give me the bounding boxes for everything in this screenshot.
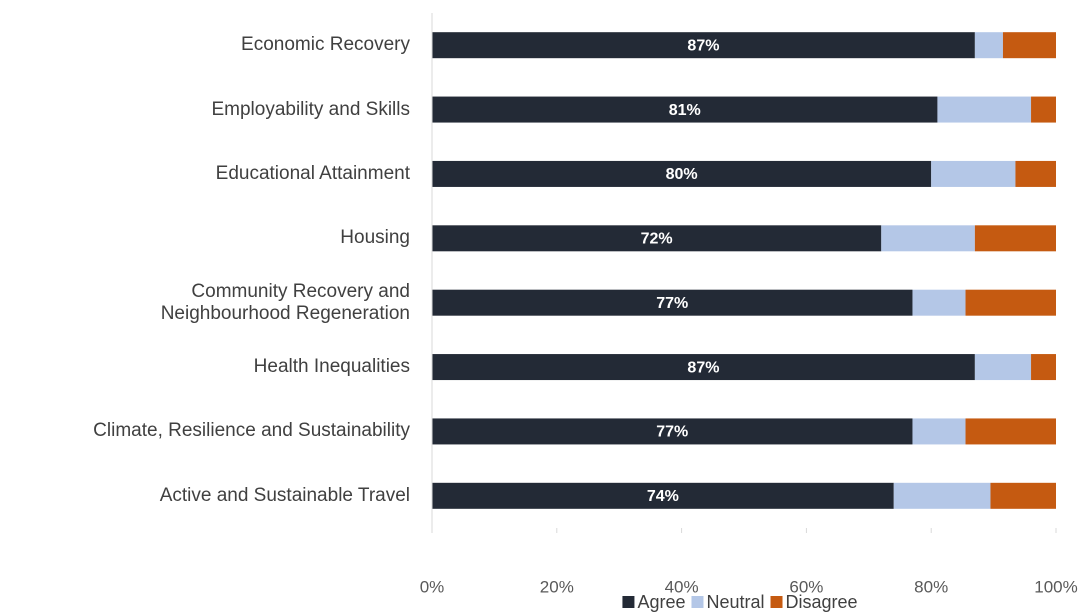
x-tick-label: 60% — [789, 577, 823, 596]
legend-swatch — [691, 596, 704, 608]
data-label: 80% — [666, 166, 698, 183]
category-label: Employability and Skills — [211, 98, 410, 120]
bar-segment — [990, 482, 1056, 509]
data-label: 77% — [656, 295, 688, 312]
bar-segment — [974, 32, 1003, 59]
category-label: Community Recovery and Neighbourhood Reg… — [160, 280, 410, 324]
bar-segment — [432, 96, 938, 123]
bar-segment — [881, 225, 975, 252]
bar-segment — [432, 482, 894, 509]
data-label: 87% — [687, 37, 719, 54]
data-label: 74% — [647, 488, 679, 505]
category-label: Active and Sustainable Travel — [159, 484, 410, 506]
bar-segment — [1002, 32, 1056, 59]
bar-segment — [432, 160, 932, 187]
x-tick-label: 20% — [540, 577, 574, 596]
bar-segment — [931, 160, 1016, 187]
bar-segment — [965, 418, 1056, 445]
legend-label: Agree — [637, 592, 685, 612]
x-tick-label: 80% — [914, 577, 948, 596]
bar-segment — [432, 289, 913, 316]
bar-segment — [893, 482, 991, 509]
legend-label: Neutral — [706, 592, 764, 612]
category-label: Climate, Resilience and Sustainability — [93, 420, 410, 442]
legend-swatch — [770, 596, 783, 608]
bar-segment — [965, 289, 1056, 316]
bar-segment — [974, 225, 1056, 252]
x-tick-label: 0% — [420, 577, 445, 596]
data-label: 87% — [687, 359, 719, 376]
data-label: 81% — [669, 102, 701, 119]
bar-segment — [432, 32, 975, 59]
x-tick-label: 40% — [665, 577, 699, 596]
category-label: Educational Attainment — [215, 162, 410, 184]
bar-segment — [912, 289, 966, 316]
bar-segment — [432, 418, 913, 445]
bar-segment — [432, 225, 882, 252]
data-label: 72% — [641, 231, 673, 248]
category-label: Economic Recovery — [241, 34, 410, 56]
bar-segment — [1015, 160, 1056, 187]
data-label: 77% — [656, 424, 688, 441]
x-tick-label: 100% — [1034, 577, 1077, 596]
legend-swatch — [622, 596, 635, 608]
legend-label: Disagree — [786, 592, 858, 612]
category-label: Health Inequalities — [253, 356, 410, 378]
bar-segment — [432, 354, 975, 381]
bar-segment — [912, 418, 966, 445]
bar-segment — [937, 96, 1032, 123]
bar-segment — [974, 354, 1032, 381]
bar-segment — [1031, 354, 1056, 381]
bar-segment — [1031, 96, 1056, 123]
category-label: Housing — [340, 227, 410, 249]
